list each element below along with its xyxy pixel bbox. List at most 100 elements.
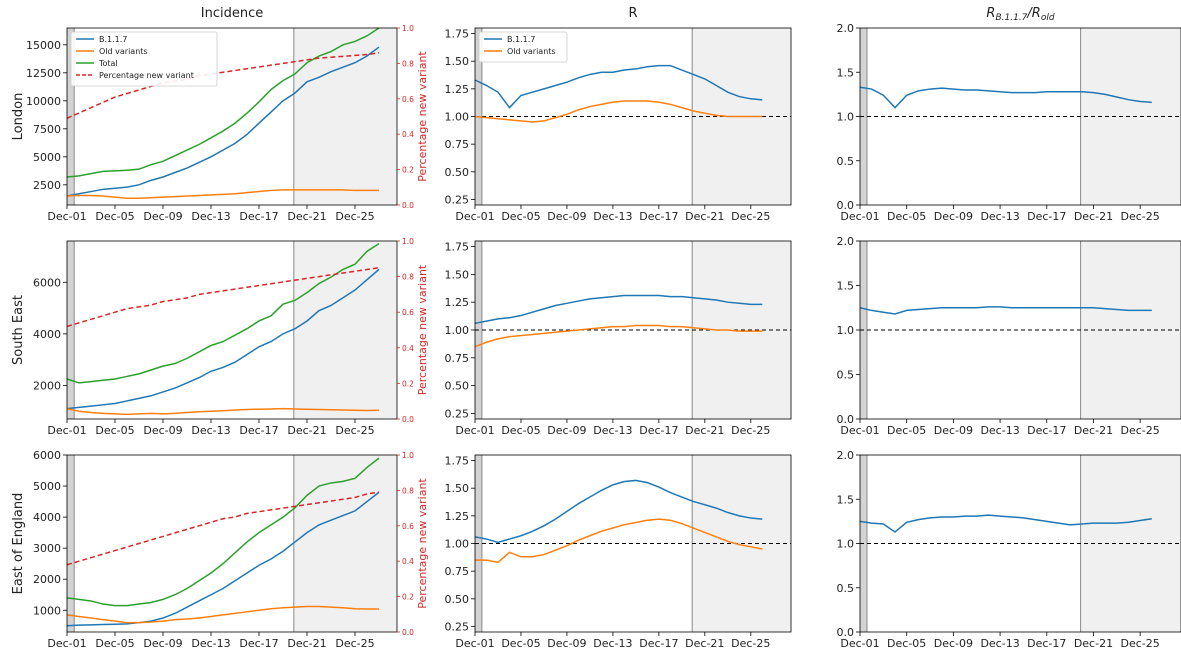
x-tick-label: Dec-01 (455, 637, 494, 649)
series-percentage-new-variant-line (66, 52, 380, 119)
x-tick-label: Dec-01 (47, 210, 86, 223)
x-tick-label: Dec-13 (980, 637, 1019, 649)
series-old-variants-line (475, 518, 763, 564)
x-tick-label: Dec-05 (95, 210, 134, 223)
x-tick-label: Dec-09 (547, 424, 586, 437)
x-tick-label: Dec-09 (143, 210, 182, 223)
y-tick-label: 1.5 (837, 493, 855, 506)
shade-band-end (293, 455, 397, 632)
y-tick-label: 1.50 (445, 268, 470, 281)
y-tick-label: 4000 (33, 328, 61, 341)
y-tick-label: 1.00 (445, 324, 470, 337)
x-tick-label: Dec-21 (287, 637, 326, 649)
y-tick-label: 1.5 (837, 280, 855, 293)
shade-band-end (1080, 455, 1181, 632)
panel-london-r: 0.25 0.50 0.75 1.00 1.25 1.50 1.75 Dec-01 Dec-05… (445, 28, 792, 223)
y-tick-label: 0.75 (445, 352, 470, 365)
y-tick-label: 12500 (26, 67, 61, 80)
plot-frame (66, 240, 398, 420)
x-tick-label: Dec-01 (840, 637, 879, 649)
y-tick-label: 1.25 (445, 296, 470, 309)
y2-axis-label: Percentage new variant (416, 51, 429, 182)
row-title-south-east: South East (11, 295, 26, 365)
shade-band-start (67, 241, 75, 419)
x-tick-label: Dec-13 (191, 210, 230, 223)
y-tick-label: 5000 (33, 151, 61, 164)
series-ratio-line (859, 306, 1152, 315)
x-tick-label: Dec-17 (639, 424, 678, 437)
series-b-1-1-7-line (474, 479, 763, 544)
y-tick-label: 0.25 (445, 407, 470, 420)
y-tick-label: 2.0 (837, 449, 855, 462)
x-tick-label: Dec-01 (455, 210, 494, 223)
legend-entry: Old variants (99, 47, 148, 56)
y-tick-label: 2500 (33, 179, 61, 192)
panel-london-incidence: 2500 5000 7500 10000 12500 15000 0.0 0.2 0.4 0.6 0… (26, 24, 429, 223)
y-tick-label: 15000 (26, 39, 61, 52)
y-tick-label: 0.5 (837, 582, 855, 595)
y2-tick-label: 0.2 (402, 166, 414, 175)
x-tick-label: Dec-09 (143, 424, 182, 437)
panel-london-ratio: 0.0 0.5 1.0 1.5 2.0 Dec-01 Dec-05 Dec-09 Dec-13 D… (837, 22, 1181, 223)
y-tick-label: 2000 (33, 379, 61, 392)
y-tick-label: 0.50 (445, 380, 470, 393)
y-tick-label: 0.75 (445, 565, 470, 578)
shade-band-end (293, 28, 397, 205)
plot-frame (66, 27, 398, 206)
x-tick-label: Dec-05 (501, 424, 540, 437)
y-tick-label: 1.50 (445, 482, 470, 495)
panel-east-of-england-ratio: 0.0 0.5 1.0 1.5 2.0 Dec-01 Dec-05 Dec-09 Dec-13 D… (837, 449, 1181, 649)
y-tick-label: 1.75 (445, 455, 470, 468)
y-tick-label: 1.00 (445, 111, 470, 124)
y2-tick-label: 0.6 (402, 308, 414, 317)
x-tick-label: Dec-25 (731, 637, 770, 649)
series-old-variants-line (474, 324, 763, 348)
x-tick-label: Dec-13 (593, 424, 632, 437)
panel-east-of-england-incidence: 1000 2000 3000 4000 5000 6000 0.0 0.2 0.4 0.6 0.8 1… (33, 449, 429, 649)
x-tick-label: Dec-21 (1074, 210, 1113, 223)
column-title-r: R (628, 6, 637, 21)
y-tick-label: 1.75 (445, 28, 470, 41)
x-tick-label: Dec-17 (1027, 637, 1066, 649)
y-tick-label: 1.25 (445, 510, 470, 523)
y-tick-label: 0.5 (837, 155, 855, 168)
y2-tick-label: 0.2 (402, 593, 414, 602)
x-tick-label: Dec-09 (547, 210, 586, 223)
x-tick-label: Dec-01 (47, 424, 86, 437)
y2-tick-label: 0.0 (402, 628, 414, 637)
y-tick-label: 0.50 (445, 166, 470, 179)
x-tick-label: Dec-25 (1121, 210, 1160, 223)
row-title-london: London (11, 93, 26, 141)
y-tick-label: 5000 (33, 480, 61, 493)
y-tick-label: 0.0 (837, 199, 855, 212)
y-tick-label: 4000 (33, 511, 61, 524)
y-tick-label: 2000 (33, 573, 61, 586)
y-tick-label: 7500 (33, 123, 61, 136)
legend-entry: Total (98, 59, 118, 68)
y2-tick-label: 0.6 (402, 95, 414, 104)
y-tick-label: 1.50 (445, 55, 470, 68)
x-tick-label: Dec-25 (1121, 424, 1160, 437)
x-tick-label: Dec-09 (934, 210, 973, 223)
shade-band-end (1080, 241, 1181, 419)
x-tick-label: Dec-01 (455, 424, 494, 437)
series-percentage-new-variant-line (66, 266, 380, 328)
series-total-line (66, 242, 380, 384)
x-tick-label: Dec-09 (143, 637, 182, 649)
series-total-line (66, 457, 380, 607)
x-tick-label: Dec-05 (887, 210, 926, 223)
x-tick-label: Dec-13 (191, 637, 230, 649)
x-tick-label: Dec-21 (685, 637, 724, 649)
y-tick-label: 0.75 (445, 138, 470, 151)
legend: B.1.1.7 Old variants (478, 31, 568, 63)
y-tick-label: 0.25 (445, 193, 470, 206)
y-tick-label: 3000 (33, 542, 61, 555)
x-tick-label: Dec-21 (685, 424, 724, 437)
panel-south-east-ratio: 0.0 0.5 1.0 1.5 2.0 Dec-01 Dec-05 Dec-09 Dec-13 D… (837, 235, 1181, 437)
x-tick-label: Dec-09 (934, 424, 973, 437)
x-tick-label: Dec-25 (335, 424, 374, 437)
y2-tick-label: 0.4 (402, 344, 414, 353)
legend-entry: B.1.1.7 (99, 35, 127, 44)
legend-entry: Old variants (507, 47, 556, 56)
x-tick-label: Dec-25 (335, 637, 374, 649)
